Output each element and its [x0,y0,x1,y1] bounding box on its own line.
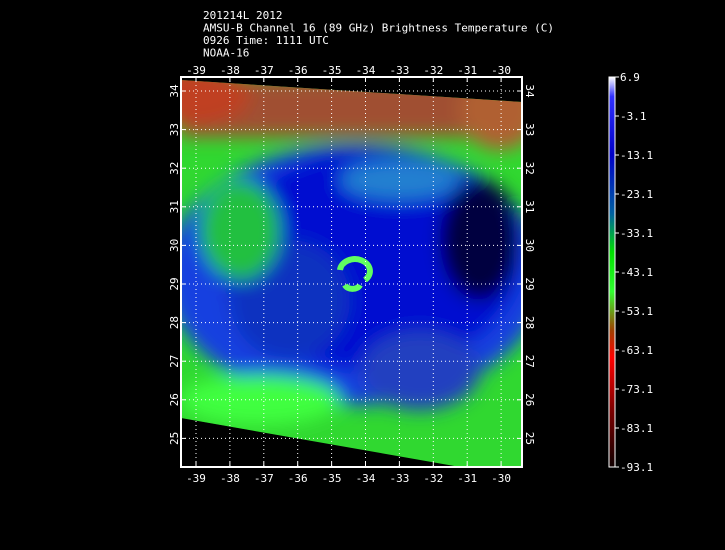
lat-label-right: 27 [523,355,536,368]
lon-label-bottom: -32 [423,472,443,485]
lon-label-top: -33 [389,64,409,77]
lat-label-left: 34 [168,84,181,98]
colorbar-label: -63.1 [620,344,653,357]
lon-label-bottom: -34 [356,472,376,485]
lon-label-top: -37 [254,64,274,77]
lat-label-right: 28 [523,316,536,329]
lat-label-left: 28 [168,316,181,329]
lon-label-top: -38 [220,64,240,77]
lat-label-right: 26 [523,393,536,406]
colorbar [608,76,616,468]
lon-label-bottom: -37 [254,472,274,485]
colorbar-label: -83.1 [620,422,653,435]
header-line: 201214L 2012 [203,9,282,22]
brightness-image [181,80,522,467]
header-line: NOAA-16 [203,47,249,60]
colorbar-label: -73.1 [620,383,653,396]
lat-label-right: 33 [523,123,536,136]
colorbar-label: -13.1 [620,149,653,162]
colorbar-label: 6.9 [620,71,640,84]
lon-label-bottom: -30 [491,472,511,485]
lat-label-left: 25 [168,432,181,445]
lon-label-top: -34 [356,64,376,77]
lon-label-bottom: -35 [322,472,342,485]
colorbar-label: -53.1 [620,305,653,318]
colorbar-label: -93.1 [620,461,653,474]
lon-label-bottom: -39 [186,472,206,485]
lon-label-top: -36 [288,64,308,77]
lat-label-left: 29 [168,277,181,290]
lon-label-top: -31 [457,64,477,77]
lat-label-left: 26 [168,393,181,406]
lon-label-bottom: -31 [457,472,477,485]
lon-label-top: -35 [322,64,342,77]
header-line: 0926 Time: 1111 UTC [203,34,329,47]
lat-label-left: 32 [168,162,181,175]
colorbar-label: -3.1 [620,110,647,123]
map-frame [180,76,523,468]
colorbar-label: -33.1 [620,227,653,240]
colorbar-label: -43.1 [620,266,653,279]
header-line: AMSU-B Channel 16 (89 GHz) Brightness Te… [203,22,554,35]
lat-label-right: 32 [523,162,536,175]
lat-label-right: 34 [523,84,536,98]
lat-label-right: 31 [523,200,536,213]
lat-label-right: 25 [523,432,536,445]
colorbar-label: -23.1 [620,188,653,201]
lat-label-left: 31 [168,200,181,213]
lon-label-top: -30 [491,64,511,77]
lon-label-top: -39 [186,64,206,77]
lat-label-right: 29 [523,277,536,290]
lat-label-left: 27 [168,355,181,368]
lon-label-bottom: -36 [288,472,308,485]
lon-label-bottom: -38 [220,472,240,485]
graticule [181,77,522,467]
lat-label-left: 30 [168,239,181,252]
lon-label-bottom: -33 [389,472,409,485]
lat-label-right: 30 [523,239,536,252]
lon-label-top: -32 [423,64,443,77]
lat-label-left: 33 [168,123,181,136]
